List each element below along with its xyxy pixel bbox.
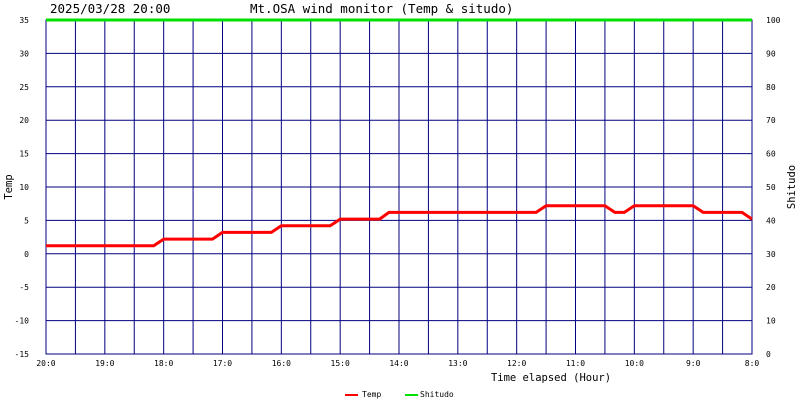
legend-label-temp: Temp [362,390,381,399]
y-tick-label-right: 10 [766,317,776,326]
y-tick-label-left: 10 [19,183,29,192]
y-tick-label-right: 30 [766,250,776,259]
x-tick-label: 20:0 [36,359,55,368]
y-tick-label-left: 35 [19,16,29,25]
y-tick-label-right: 100 [766,16,781,25]
header-timestamp: 2025/03/28 20:00 [50,1,170,16]
x-tick-label: 17:0 [213,359,232,368]
x-tick-label: 9:0 [686,359,701,368]
y-tick-label-left: 0 [24,250,29,259]
x-tick-label: 10:0 [625,359,644,368]
y-tick-label-left: 5 [24,216,29,225]
y-axis-label-left: Temp [3,174,15,199]
series-layer [46,18,753,248]
y-tick-label-right: 70 [766,116,776,125]
y-tick-label-right: 40 [766,216,776,225]
y-tick-label-left: -5 [19,283,29,292]
x-tick-label: 16:0 [272,359,291,368]
y-tick-label-left: -15 [15,350,30,359]
series-line-temp [46,204,753,248]
y-tick-label-left: -10 [15,317,30,326]
x-tick-label: 18:0 [154,359,173,368]
legend: Temp Shitudo [345,390,454,399]
x-tick-label: 15:0 [331,359,350,368]
y-tick-label-left: 30 [19,49,29,58]
x-tick-label: 12:0 [507,359,526,368]
x-tick-label: 19:0 [95,359,114,368]
y-tick-label-right: 50 [766,183,776,192]
y-tick-label-right: 20 [766,283,776,292]
x-tick-label: 13:0 [448,359,467,368]
x-tick-label: 14:0 [389,359,408,368]
y-tick-label-left: 25 [19,83,29,92]
x-axis-ticks: 20:0 19:0 18:0 17:0 16:0 15:0 14:0 13:0 12:0 11:0… [36,359,759,368]
y-tick-label-right: 60 [766,150,776,159]
y-tick-label-right: 80 [766,83,776,92]
legend-label-shitudo: Shitudo [420,390,454,399]
x-tick-label: 11:0 [566,359,585,368]
left-axis-ticks: 35 30 25 20 15 10 5 0 -5 -10 -15 [15,16,30,359]
y-tick-label-left: 20 [19,116,29,125]
y-tick-label-right: 90 [766,49,776,58]
chart-title: Mt.OSA wind monitor (Temp & situdo) [250,1,513,16]
y-tick-label-right: 0 [766,350,771,359]
y-tick-label-left: 15 [19,150,29,159]
y-axis-label-right: Shitudo [786,165,798,209]
x-tick-label: 8:0 [745,359,760,368]
x-axis-label: Time elapsed (Hour) [491,372,611,384]
